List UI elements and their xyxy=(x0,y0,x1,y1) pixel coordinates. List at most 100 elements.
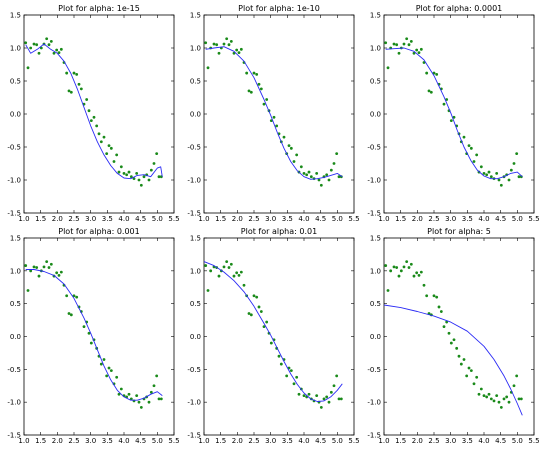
data-point xyxy=(45,260,49,264)
x-tick-label: 4.5 xyxy=(135,437,146,445)
data-point xyxy=(292,160,296,163)
y-tick-label: 0.0 xyxy=(190,333,201,341)
y-tick-label: -0.5 xyxy=(187,366,201,374)
x-tick-label: 1.5 xyxy=(35,215,46,223)
x-tick-label: 2.5 xyxy=(68,437,79,445)
fit-line xyxy=(385,47,523,180)
data-point xyxy=(449,341,453,345)
subplot-5: Plot for alpha: 0.01 1.0 1.5 2.0 2.5 3.0 3.5 4.… xyxy=(187,227,359,445)
y-tick-label: -1.0 xyxy=(187,399,201,407)
data-point xyxy=(135,394,139,397)
x-tick-label: 2.5 xyxy=(428,437,439,445)
x-tick-label: 3.0 xyxy=(445,437,456,445)
data-point xyxy=(285,374,289,378)
data-point xyxy=(102,135,106,139)
data-point xyxy=(397,274,401,278)
data-point xyxy=(26,289,30,292)
x-tick-label: 2.0 xyxy=(412,215,423,223)
data-point xyxy=(422,283,426,287)
data-point xyxy=(419,270,423,274)
x-tick-label: 2.0 xyxy=(232,437,243,445)
x-tick-label: 1.5 xyxy=(395,215,406,223)
data-point xyxy=(327,178,331,182)
data-point xyxy=(29,46,33,50)
data-point xyxy=(32,265,36,269)
data-point xyxy=(222,42,226,46)
data-point xyxy=(319,183,323,187)
data-point xyxy=(29,269,33,273)
data-point xyxy=(239,47,243,51)
x-tick-label: 2.5 xyxy=(248,437,259,445)
y-tick-label: 0.5 xyxy=(370,78,381,86)
y-tick-label: 0.0 xyxy=(10,111,21,119)
x-tick-label: 2.0 xyxy=(232,215,243,223)
fit-line xyxy=(203,261,343,402)
data-point xyxy=(462,358,466,361)
data-point xyxy=(275,124,279,128)
y-tick-label: 0.5 xyxy=(190,78,201,86)
x-tick-label: 3.5 xyxy=(282,215,293,223)
x-tick-label: 5.5 xyxy=(348,437,359,445)
data-point xyxy=(289,369,293,373)
data-point xyxy=(129,175,133,179)
data-point xyxy=(479,165,483,169)
data-point xyxy=(495,172,499,175)
data-point xyxy=(262,102,266,106)
data-point xyxy=(292,382,296,386)
y-tick-label: 1.5 xyxy=(10,235,21,243)
data-point xyxy=(257,82,261,86)
data-point xyxy=(75,73,79,76)
data-point xyxy=(509,168,513,172)
x-tick-label: 1.5 xyxy=(215,215,226,223)
data-point xyxy=(35,43,39,47)
data-point xyxy=(242,283,246,287)
data-point xyxy=(386,289,390,292)
x-tick-label: 4.5 xyxy=(315,215,326,223)
data-point xyxy=(72,71,76,75)
data-point xyxy=(457,354,461,358)
data-point xyxy=(329,390,333,394)
data-point xyxy=(437,305,441,309)
x-tick-label: 5.0 xyxy=(332,215,343,223)
data-point xyxy=(442,102,446,106)
data-point xyxy=(332,384,336,388)
subplot-title: Plot for alpha: 1e-15 xyxy=(58,4,140,13)
y-tick-label: 0.0 xyxy=(10,333,21,341)
data-point xyxy=(157,397,161,401)
fit-line xyxy=(25,269,163,401)
y-tick-label: -0.5 xyxy=(7,366,21,374)
data-point xyxy=(35,266,39,269)
data-point xyxy=(117,170,121,174)
data-point xyxy=(217,274,221,278)
data-point xyxy=(235,271,239,275)
y-tick-label: -1.5 xyxy=(7,432,21,440)
data-point xyxy=(149,390,153,394)
subplot-title: Plot for alpha: 0.0001 xyxy=(416,4,503,13)
data-point xyxy=(155,152,159,156)
data-point xyxy=(232,274,236,278)
data-point xyxy=(107,144,111,148)
x-tick-label: 5.0 xyxy=(152,215,163,223)
data-point xyxy=(417,274,421,277)
data-point xyxy=(495,394,499,397)
data-point xyxy=(239,270,243,274)
y-tick-label: -0.5 xyxy=(367,144,381,152)
data-point xyxy=(117,392,121,396)
data-point xyxy=(89,341,93,345)
data-point xyxy=(517,175,521,179)
data-point xyxy=(475,153,479,157)
x-tick-label: 1.5 xyxy=(35,437,46,445)
data-point xyxy=(507,178,511,182)
data-point xyxy=(259,310,263,313)
data-point xyxy=(24,264,28,267)
x-tick-label: 4.0 xyxy=(478,215,489,223)
data-point xyxy=(77,82,81,86)
data-point xyxy=(329,168,333,172)
data-point xyxy=(87,331,91,335)
data-point xyxy=(119,165,123,169)
x-tick-label: 4.0 xyxy=(298,215,309,223)
data-point xyxy=(127,170,131,174)
data-point xyxy=(497,178,501,182)
data-point xyxy=(245,71,249,75)
y-tick-label: 1.0 xyxy=(10,267,21,275)
